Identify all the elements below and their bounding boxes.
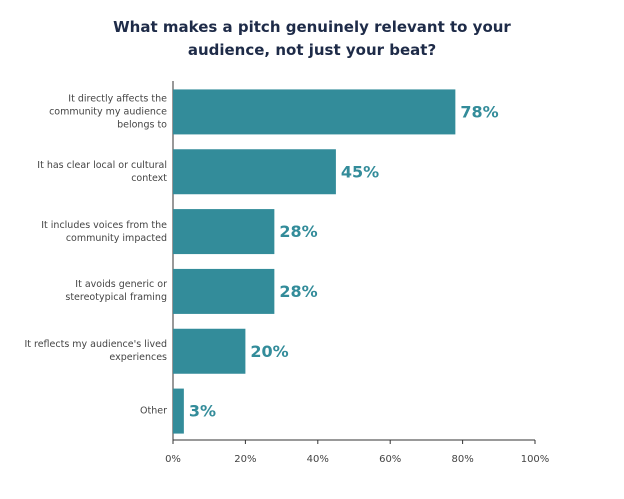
bar [173,209,275,255]
x-tick-label: 60% [379,454,401,465]
x-tick-label: 20% [234,454,256,465]
x-tick-label: 100% [521,454,550,465]
bar [173,149,336,195]
x-tick-label: 80% [451,454,473,465]
y-tick-label: It reflects my audience's lived experien… [24,339,167,364]
value-label: 3% [189,402,216,421]
y-tick-label: Other [140,405,167,417]
x-tick-label: 0% [165,454,181,465]
bar [173,388,184,434]
value-label: 20% [250,342,288,361]
y-tick-label: It has clear local or cultural context [37,159,167,184]
y-tick-label: It includes voices from the community im… [41,219,167,244]
x-tick-label: 40% [307,454,329,465]
value-label: 28% [279,282,317,301]
bar [173,328,246,374]
bar [173,268,275,314]
chart-title: What makes a pitch genuinely relevant to… [113,18,511,59]
value-label: 28% [279,222,317,241]
y-tick-label: It avoids generic or stereotypical frami… [65,279,167,304]
bar [173,89,456,135]
value-label: 78% [460,102,498,121]
value-label: 45% [341,162,379,181]
y-tick-label: It directly affects the community my aud… [49,93,167,131]
